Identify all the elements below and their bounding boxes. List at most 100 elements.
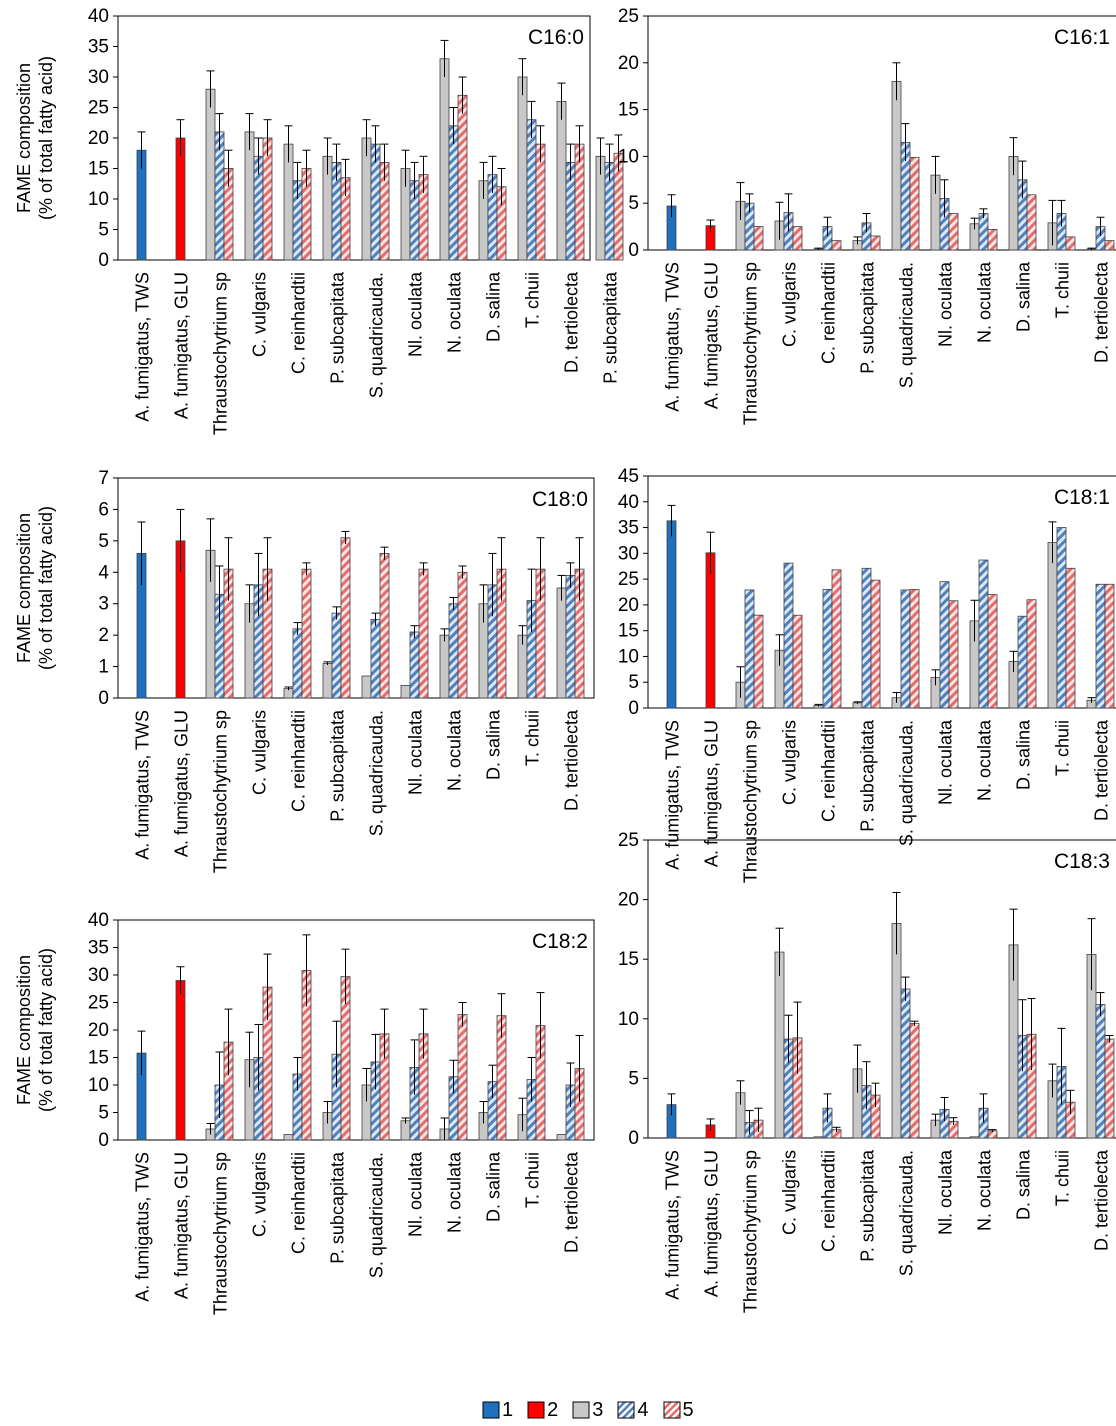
x-tick-label: T. chuii — [523, 1152, 543, 1208]
x-tick-label: N. oculata — [445, 271, 465, 353]
y-tick-label: 5 — [628, 1068, 639, 1089]
x-tick-label: S. quadricauda. — [367, 1152, 387, 1278]
x-tick-label: A. fumigatus, TWS — [133, 272, 153, 422]
x-tick-label: C. reinhardtii — [819, 262, 839, 364]
y-tick-label: 40 — [618, 492, 639, 513]
bar-series-2 — [705, 552, 716, 709]
x-tick-label: T. chuii — [1053, 1150, 1073, 1206]
bar-series-3 — [439, 58, 450, 261]
bar-series-3 — [400, 685, 411, 699]
bar-series-3 — [969, 1136, 980, 1139]
x-tick-label: P. subcapitata — [858, 719, 878, 832]
x-tick-label: Nl. oculata — [406, 1151, 426, 1237]
x-tick-label: A. fumigatus, TWS — [663, 720, 683, 870]
x-tick-label: N. oculata — [975, 261, 995, 343]
y-tick-label: 35 — [88, 37, 109, 58]
x-tick-label: A. fumigatus, TWS — [133, 710, 153, 860]
x-tick-label: C. vulgaris — [780, 262, 800, 347]
bar-series-3 — [283, 1134, 294, 1141]
y-tick-label: 40 — [88, 910, 109, 931]
bar-series-5 — [418, 568, 429, 699]
legend-swatch — [572, 1401, 590, 1419]
bar-series-5 — [457, 94, 468, 261]
y-tick-label: 35 — [618, 518, 639, 539]
chart-title: C18:3 — [1054, 850, 1110, 873]
bar-series-4 — [861, 567, 872, 709]
y-tick-label: 20 — [618, 595, 639, 616]
y-tick-label: 10 — [88, 189, 109, 210]
plot-area — [117, 477, 595, 699]
chart-title: C16:1 — [1054, 26, 1110, 49]
x-tick-label: Thraustochytrium sp — [211, 710, 231, 873]
x-tick-label: Nl. oculata — [936, 1149, 956, 1235]
chart-title: C16:0 — [528, 26, 584, 49]
x-tick-label: C. reinhardtii — [819, 720, 839, 822]
x-tick-label: Nl. oculata — [406, 271, 426, 357]
y-tick-label: 25 — [618, 569, 639, 590]
legend-item-2: 2 — [527, 1400, 558, 1420]
y-tick-label: 25 — [618, 6, 639, 27]
bar-series-4 — [409, 631, 420, 699]
y-tick-label: 1 — [98, 657, 109, 678]
bar-series-3 — [813, 1136, 824, 1139]
x-tick-label: D. tertiolecta — [562, 1151, 582, 1253]
chart-panel-1: 0 5 10 15 20 25 30 35 40 FAME composition (% of to… — [14, 6, 624, 435]
bar-series-5 — [987, 229, 998, 251]
bar-series-4 — [448, 603, 459, 699]
x-tick-label: D. salina — [1014, 719, 1034, 790]
bar-series-4 — [370, 619, 381, 699]
y-tick-label: 5 — [98, 531, 109, 552]
bar-series-4 — [1056, 527, 1067, 709]
x-tick-label: S. quadricauda. — [367, 710, 387, 836]
x-tick-label: A. fumigatus, GLU — [702, 262, 722, 409]
x-tick-label: S. quadricauda. — [897, 720, 917, 846]
bar-series-5 — [831, 569, 842, 709]
x-tick-label: A. fumigatus, TWS — [133, 1152, 153, 1302]
plot-area — [647, 839, 1116, 1139]
bar-series-5 — [987, 594, 998, 709]
y-tick-label: 15 — [618, 949, 639, 970]
bar-series-4 — [292, 628, 303, 699]
y-tick-label: 35 — [88, 938, 109, 959]
y-axis-title: FAME composition — [14, 955, 34, 1105]
bar-series-4 — [331, 612, 342, 699]
bar-series-4 — [900, 988, 911, 1139]
bar-series-5 — [340, 537, 351, 699]
y-tick-label: 2 — [98, 625, 109, 646]
y-tick-label: 0 — [98, 688, 109, 709]
legend-label: 5 — [682, 1399, 694, 1421]
bar-series-5 — [831, 240, 842, 251]
bar-series-4 — [565, 575, 576, 699]
bar-series-3 — [205, 88, 216, 261]
y-axis-title: (% of total fatty acid) — [36, 56, 56, 220]
x-tick-label: D. salina — [484, 1151, 504, 1222]
x-tick-label: D. salina — [1014, 261, 1034, 332]
x-tick-label: P. subcapitata — [601, 271, 621, 384]
chart-legend: 1 2 3 4 5 — [482, 1398, 708, 1422]
y-tick-label: 5 — [628, 193, 639, 214]
legend-swatch — [663, 1401, 680, 1419]
x-tick-label: T. chuii — [523, 272, 543, 328]
bar-series-4 — [783, 562, 794, 709]
y-tick-label: 15 — [88, 1048, 109, 1069]
y-tick-label: 0 — [98, 1130, 109, 1151]
y-axis-title: (% of total fatty acid) — [36, 948, 56, 1112]
bar-series-5 — [948, 213, 959, 251]
bar-series-4 — [1095, 1004, 1106, 1139]
y-tick-label: 20 — [88, 128, 109, 149]
bar-series-3 — [400, 1120, 411, 1141]
x-tick-label: C. vulgaris — [250, 1152, 270, 1237]
bar-series-5 — [379, 553, 390, 699]
x-tick-label: A. fumigatus, GLU — [172, 272, 192, 419]
x-tick-label: C. reinhardtii — [289, 710, 309, 812]
x-tick-label: P. subcapitata — [858, 1149, 878, 1262]
bar-series-3 — [556, 101, 567, 261]
bar-series-4 — [1017, 615, 1028, 709]
chart-panel-3: 0 1 2 3 4 5 6 7 FAME composition (% of total fatt… — [14, 468, 595, 873]
bar-series-3 — [322, 663, 333, 699]
legend-item-3: 3 — [572, 1400, 603, 1420]
x-tick-label: N. oculata — [445, 1151, 465, 1233]
x-tick-label: S. quadricauda. — [897, 1150, 917, 1276]
y-tick-label: 0 — [628, 698, 639, 719]
y-tick-label: 20 — [618, 53, 639, 74]
